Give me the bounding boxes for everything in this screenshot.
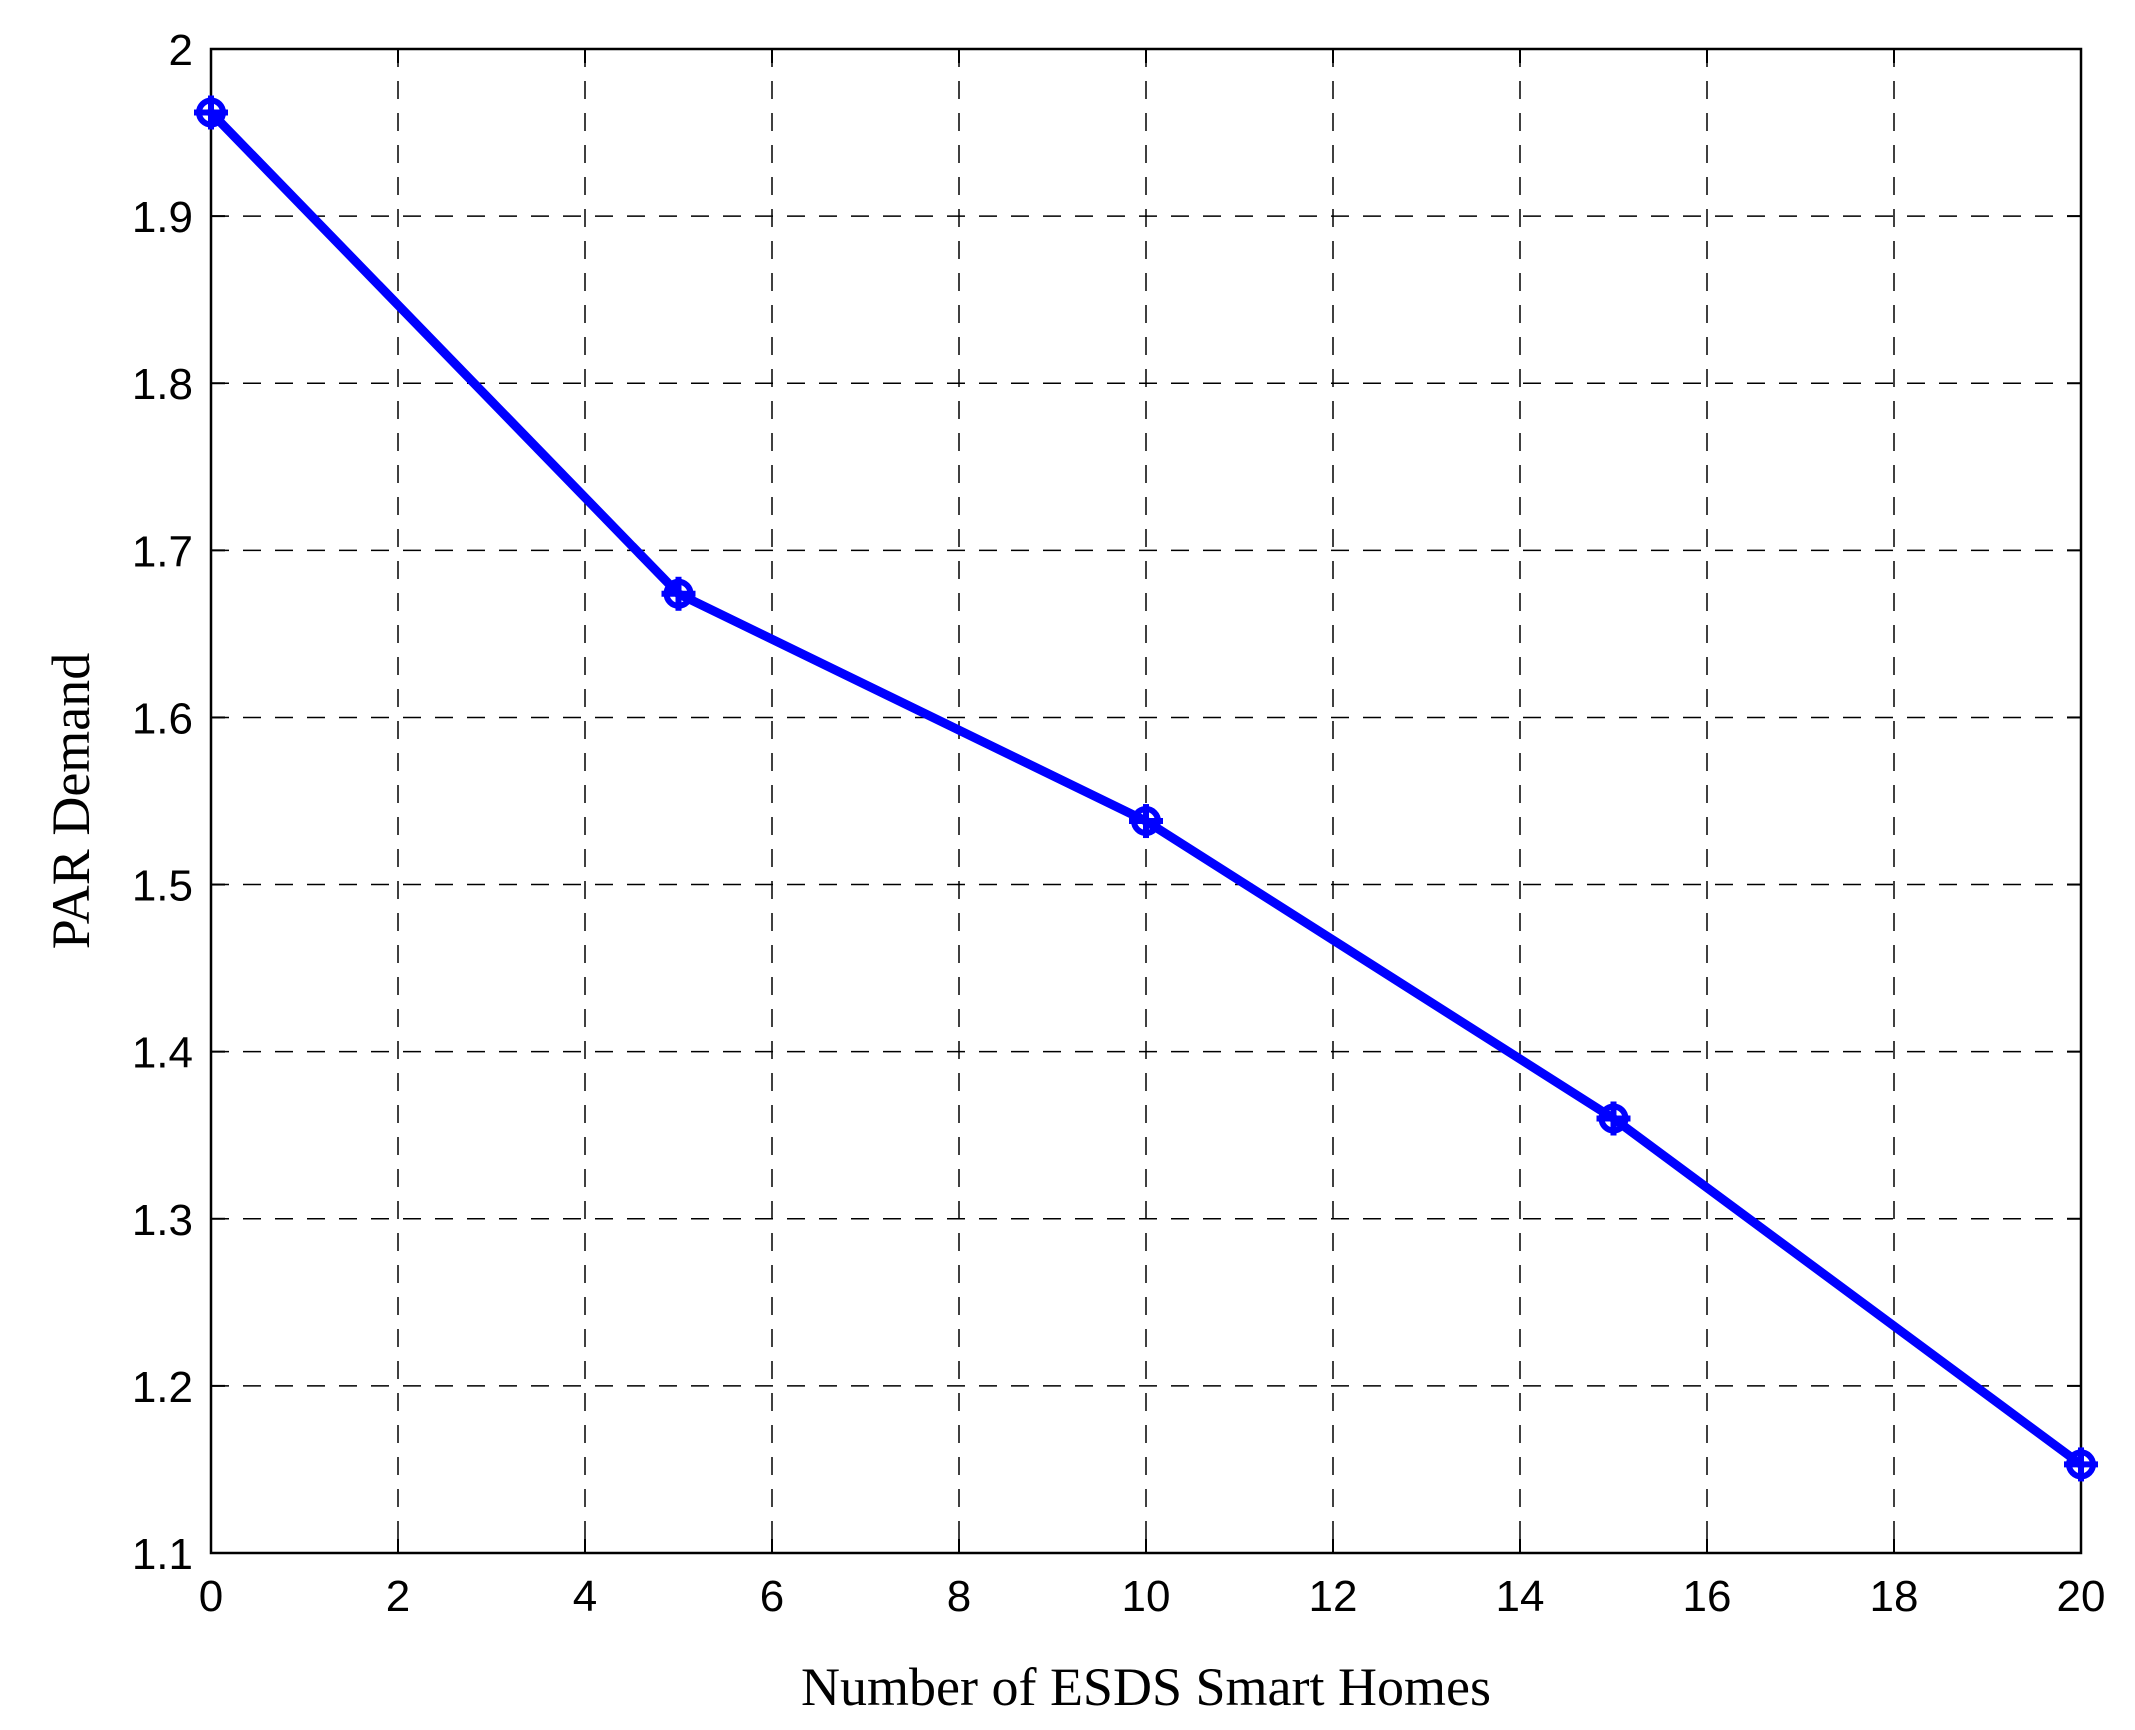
x-tick-label: 18 xyxy=(1870,1572,1919,1621)
x-tick-label: 2 xyxy=(386,1572,410,1621)
y-tick-label: 2 xyxy=(169,26,193,75)
data-point xyxy=(1596,1101,1631,1136)
data-point xyxy=(2064,1447,2098,1482)
tick-marks xyxy=(210,48,2082,1554)
x-tick-label: 6 xyxy=(760,1572,784,1621)
y-tick-label: 1.5 xyxy=(132,862,193,911)
y-axis-label: PAR Demand xyxy=(41,653,101,950)
y-tick-label: 1.2 xyxy=(132,1363,193,1412)
data-point xyxy=(661,576,696,611)
x-tick-label: 16 xyxy=(1683,1572,1732,1621)
x-tick-label: 20 xyxy=(2057,1572,2106,1621)
grid xyxy=(211,49,2081,1553)
data-point xyxy=(194,95,228,130)
x-tick-label: 4 xyxy=(573,1572,597,1621)
y-tick-label: 1.1 xyxy=(132,1530,193,1579)
x-tick-label: 0 xyxy=(199,1572,223,1621)
data-point xyxy=(1129,804,1163,839)
x-tick-label: 14 xyxy=(1496,1572,1545,1621)
y-tick-label: 1.7 xyxy=(132,527,193,576)
y-tick-label: 1.8 xyxy=(132,360,193,409)
y-tick-label: 1.4 xyxy=(132,1029,193,1078)
y-tick-label: 1.3 xyxy=(132,1196,193,1245)
series xyxy=(194,95,2098,1482)
x-tick-labels: 0 2 4 6 8 10 12 14 16 18 20 xyxy=(199,1572,2106,1621)
y-tick-label: 1.6 xyxy=(132,694,193,743)
y-tick-label: 1.9 xyxy=(132,193,193,242)
x-tick-label: 12 xyxy=(1309,1572,1358,1621)
x-tick-label: 10 xyxy=(1122,1572,1171,1621)
x-axis-label: Number of ESDS Smart Homes xyxy=(801,1657,1491,1717)
x-tick-label: 8 xyxy=(947,1572,971,1621)
y-tick-labels: 1.1 1.2 1.3 1.4 1.5 1.6 1.7 1.8 1.9 2 xyxy=(132,26,193,1579)
